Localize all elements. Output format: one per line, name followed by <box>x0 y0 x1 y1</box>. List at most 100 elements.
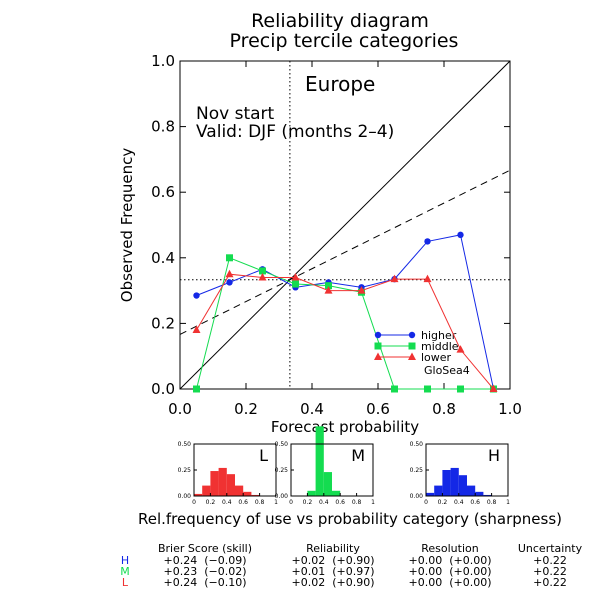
table-cell: +0.23 (−0.02) <box>164 565 247 578</box>
histogram-bar-L <box>202 485 211 496</box>
series-line-middle <box>196 257 494 390</box>
data-point-lower <box>489 384 498 392</box>
y-tick-label: 0.2 <box>151 314 175 332</box>
histogram-x-tick-label: 1 <box>506 499 510 506</box>
legend-higher: higher <box>421 329 457 342</box>
data-point-middle <box>424 385 431 393</box>
histogram-bar-L <box>194 493 203 496</box>
legend-marker-lower <box>408 352 416 360</box>
table-cell: +0.22 <box>533 554 567 567</box>
histogram-x-tick-label: 0.2 <box>206 499 216 506</box>
valid-annotation: Valid: DJF (months 2–4) <box>196 122 394 142</box>
table-cell: +0.24 (−0.10) <box>164 576 247 589</box>
data-point-higher <box>226 279 233 286</box>
histogram-y-tick-label: 0.00 <box>410 493 424 500</box>
row-label-L: L <box>122 576 129 589</box>
data-point-higher <box>457 231 464 239</box>
histogram-bar-H <box>483 494 492 496</box>
x-tick-label: 0.8 <box>432 400 456 418</box>
row-label-M: M <box>120 565 130 578</box>
histogram-x-tick-label: 0.6 <box>335 499 345 506</box>
data-point-middle <box>391 385 398 393</box>
histogram-bar-L <box>210 471 219 496</box>
legend-marker-middle <box>374 342 382 350</box>
table-cell: +0.00 (+0.00) <box>409 576 492 589</box>
data-point-middle <box>325 282 332 290</box>
y-axis-label: Observed Frequency <box>118 148 136 303</box>
x-tick-label: 0.6 <box>366 400 390 418</box>
histogram-y-tick-label: 0.25 <box>178 467 192 474</box>
data-point-higher <box>424 238 431 245</box>
histogram-bar-H <box>450 467 459 496</box>
histogram-x-tick-label: 0.4 <box>319 499 329 506</box>
data-point-higher <box>193 292 200 299</box>
col-header-uncertainty: Uncertainty <box>518 542 583 555</box>
no-skill-line <box>179 169 511 335</box>
table-cell: +0.00 (+0.00) <box>409 554 492 567</box>
histogram-x-tick-label: 0.4 <box>222 499 232 506</box>
histogram-bar-H <box>434 485 443 496</box>
histogram-bar-L <box>235 485 244 496</box>
x-tick-label: 0.4 <box>300 400 324 418</box>
legend-lower: lower <box>421 351 452 364</box>
reliability-plot: Europe Nov start Valid: DJF (months 2–4)… <box>118 52 522 436</box>
plot-frame <box>179 60 511 390</box>
histogram-bar-M <box>307 490 316 496</box>
x-tick-label: 1.0 <box>498 400 522 418</box>
table-cell: +0.02 (+0.90) <box>292 554 375 567</box>
histogram-x-tick-label: 0.4 <box>454 499 464 506</box>
histogram-x-tick-label: 0 <box>192 499 196 506</box>
data-point-middle <box>292 280 299 288</box>
data-point-lower <box>423 274 432 283</box>
legend-marker-higher <box>408 331 416 339</box>
x-axis-label: Forecast probability <box>271 418 419 436</box>
histogram-x-tick-label: 0.8 <box>352 499 362 506</box>
start-annotation: Nov start <box>196 104 275 124</box>
x-tick-label: 0.2 <box>234 400 258 418</box>
histogram-y-tick-label: 0.50 <box>275 441 289 448</box>
table-cell: +0.22 <box>533 576 567 589</box>
histogram-panel-label: H <box>488 446 500 465</box>
sharpness-caption: Rel.frequency of use vs probability cate… <box>138 510 562 528</box>
table-cell: +0.22 <box>533 565 567 578</box>
row-label-H: H <box>121 554 129 567</box>
histogram-bar-L <box>251 494 260 496</box>
histogram-y-tick-label: 0.25 <box>410 467 424 474</box>
data-point-middle <box>259 267 266 275</box>
histogram-y-tick-label: 0.50 <box>178 441 192 448</box>
y-tick-label: 0.4 <box>151 249 175 267</box>
data-point-lower <box>324 286 333 294</box>
histogram-bar-H <box>458 475 467 496</box>
col-header-resolution: Resolution <box>421 542 479 555</box>
histogram-bar-H <box>475 491 484 496</box>
series-line-lower <box>196 273 494 390</box>
histogram-x-tick-label: 0 <box>289 499 293 506</box>
histogram-x-tick-label: 0.8 <box>255 499 265 506</box>
y-tick-label: 0.6 <box>151 183 175 201</box>
table-cell: +0.24 (−0.09) <box>164 554 247 567</box>
histogram-bar-L <box>226 474 235 496</box>
data-point-lower <box>357 286 366 294</box>
table-cell: +0.02 (+0.90) <box>292 576 375 589</box>
data-point-lower <box>390 274 399 283</box>
y-tick-label: 1.0 <box>151 52 175 70</box>
histogram-x-tick-label: 0 <box>424 499 428 506</box>
histogram-bar-L <box>243 491 252 496</box>
histogram-bar-L <box>218 467 227 496</box>
table-cell: +0.00 (+0.00) <box>409 565 492 578</box>
histogram-x-tick-label: 0.8 <box>487 499 497 506</box>
y-tick-label: 0.0 <box>151 380 175 398</box>
y-tick-label: 0.8 <box>151 118 175 136</box>
x-tick-label: 0.0 <box>168 400 192 418</box>
col-header-brier: Brier Score (skill) <box>158 542 252 555</box>
histogram-bar-M <box>315 426 324 496</box>
model-label: GloSea4 <box>424 364 470 377</box>
table-cell: +0.01 (+0.97) <box>292 565 375 578</box>
score-table: Brier Score (skill) Reliability Resoluti… <box>120 542 582 589</box>
histogram-x-tick-label: 0.2 <box>438 499 448 506</box>
sharpness-histograms: 0.00 0.25 0.50 0 0.2 0.4 0.6 0.8 1 L 0.00 0.25 0.50 0… <box>178 426 510 506</box>
chart-title: Reliability diagram <box>251 10 429 32</box>
data-point-lower <box>225 269 234 278</box>
histogram-bar-H <box>467 485 476 496</box>
